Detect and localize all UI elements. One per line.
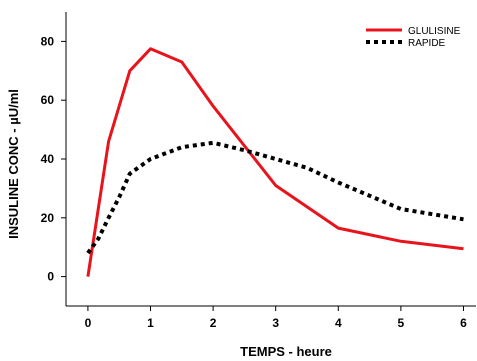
y-tick-label: 0 xyxy=(47,270,54,284)
x-tick-label: 1 xyxy=(147,316,154,330)
x-tick-label: 5 xyxy=(398,316,405,330)
x-axis-title: TEMPS - heure xyxy=(240,344,332,359)
y-tick-label: 40 xyxy=(41,152,55,166)
y-tick-label: 20 xyxy=(41,211,55,225)
x-tick-label: 0 xyxy=(85,316,92,330)
y-axis-title: INSULINE CONC - µU/ml xyxy=(6,89,21,239)
legend-label-rapide: RAPIDE xyxy=(408,38,446,49)
y-axis-ticks: 0 20 40 60 80 xyxy=(41,34,66,284)
y-tick-label: 80 xyxy=(41,34,55,48)
x-tick-label: 2 xyxy=(210,316,217,330)
series-layer xyxy=(86,47,464,277)
x-tick-label: 6 xyxy=(460,316,467,330)
x-axis-ticks: 0 1 2 3 4 5 6 xyxy=(85,306,467,330)
series-line-glulisine xyxy=(86,47,464,277)
x-tick-label: 4 xyxy=(335,316,342,330)
series-line-rapide xyxy=(86,140,464,255)
x-tick-label: 3 xyxy=(272,316,279,330)
legend-label-glulisine: GLULISINE xyxy=(408,26,461,37)
y-tick-label: 60 xyxy=(41,93,55,107)
